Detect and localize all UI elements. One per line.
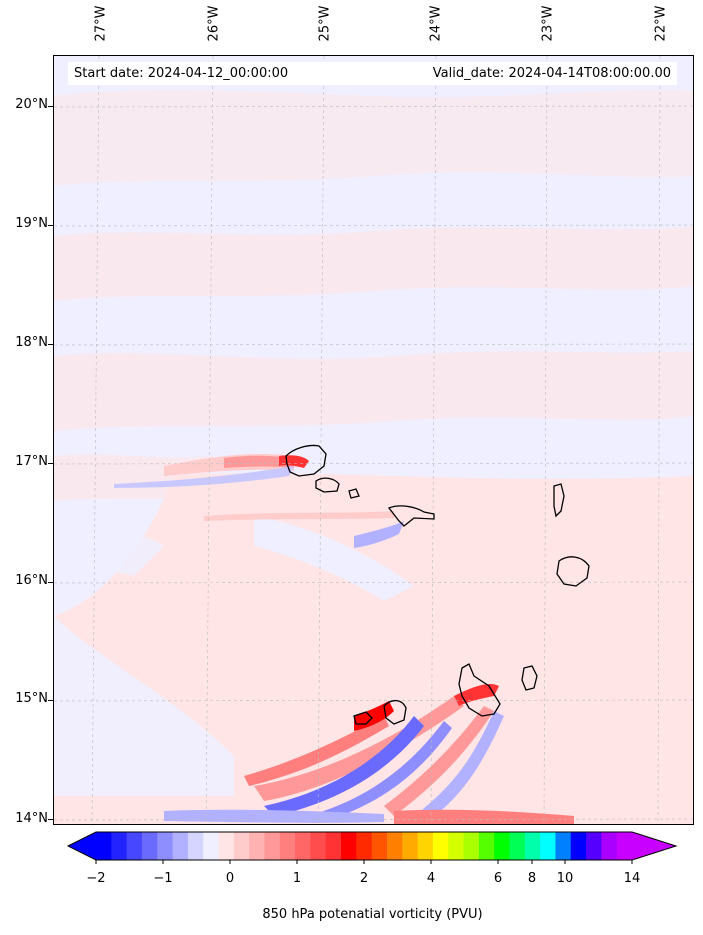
colorbar-bin [524,832,541,860]
colorbar-bin [325,832,342,860]
map-gridlines [54,56,693,824]
island-santa-luzia [348,488,360,499]
island-sao-vicente [315,477,340,493]
colorbar-bin [494,832,510,860]
colorbar-tick-label: 6 [493,871,503,886]
colorbar-bin [141,832,158,860]
colorbar-bin [310,832,327,860]
lon-label-23w: 23°W [540,5,556,42]
lon-label-26w: 26°W [206,5,222,42]
colorbar-bin [463,832,480,860]
colorbar-bin [249,832,265,860]
colorbar-tick-label: 1 [292,871,302,886]
valid-date-text: Valid_date: 2024-04-14T08:00:00.00 [432,66,671,81]
map-plot [54,56,693,824]
lat-label-15n: 15°N [15,691,48,706]
island-santo-antao [285,444,327,477]
island-boa-vista [556,556,590,587]
lat-tick [48,106,53,107]
colorbar [66,831,678,864]
lat-tick [48,344,53,345]
lat-tick [48,700,53,701]
map-panel [53,55,694,825]
island-sal [553,483,565,518]
colorbar-tick-label: −2 [86,871,106,886]
colorbar-tick-label: 2 [359,871,369,886]
island-maio [521,665,538,691]
colorbar-bin [417,832,434,860]
colorbar-bin [555,832,572,860]
colorbar-bin [540,832,556,860]
pv-streaks [114,454,574,824]
colorbar-extend-right [632,832,676,860]
colorbar-bin [371,832,388,860]
colorbar-bin [172,832,189,860]
lat-label-17n: 17°N [15,454,48,469]
lat-tick [48,463,53,464]
colorbar-bin [218,832,235,860]
pv-field-negative-weak [54,516,414,796]
colorbar-bin [203,832,220,860]
colorbar-bin [96,832,112,860]
colorbar-bin [187,832,204,860]
colorbar-tick-label: 10 [556,871,574,886]
lon-label-22w: 22°W [653,5,669,42]
colorbar-bin [601,832,618,860]
colorbar-bin [478,832,495,860]
colorbar-bin [432,832,449,860]
island-fogo [383,699,407,725]
colorbar-bin [448,832,465,860]
colorbar-tick-label: 14 [623,871,641,886]
lat-label-14n: 14°N [15,811,48,826]
pv-field-positive-weak [54,89,693,824]
colorbar-bin [279,832,296,860]
island-brava [353,711,373,725]
colorbar-tick-label: 8 [527,871,537,886]
island-santiago [458,663,501,717]
colorbar-bin [111,832,128,860]
lat-label-16n: 16°N [15,573,48,588]
colorbar-bin [356,832,373,860]
colorbar-extend-left [68,832,96,860]
colorbar-bin [616,832,633,860]
lon-label-24w: 24°W [428,5,444,42]
lat-label-20n: 20°N [15,97,48,112]
lat-tick [48,225,53,226]
date-info-box: Start date: 2024-04-12_00:00:00 Valid_da… [68,62,677,85]
island-sao-nicolau [387,505,435,527]
colorbar-bin [233,832,250,860]
lat-tick [48,582,53,583]
colorbar-bin [157,832,174,860]
colorbar-bin [509,832,526,860]
colorbar-bin [386,832,403,860]
lat-label-18n: 18°N [15,335,48,350]
lat-label-19n: 19°N [15,216,48,231]
lon-label-25w: 25°W [317,5,333,42]
start-date-text: Start date: 2024-04-12_00:00:00 [74,66,289,81]
colorbar-bin [126,832,143,860]
lon-label-27w: 27°W [93,5,109,42]
lat-tick [48,819,53,820]
colorbar-tick-label: 0 [225,871,235,886]
colorbar-bin [586,832,602,860]
colorbar-bin [264,832,281,860]
colorbar-bin [570,832,587,860]
coastlines [285,444,590,725]
colorbar-tick-label: 4 [426,871,436,886]
colorbar-bin [295,832,311,860]
colorbar-bin [341,832,357,860]
colorbar-bin [402,832,419,860]
colorbar-title: 850 hPa potenatial vorticity (PVU) [262,907,483,922]
colorbar-tick-label: −1 [153,871,173,886]
